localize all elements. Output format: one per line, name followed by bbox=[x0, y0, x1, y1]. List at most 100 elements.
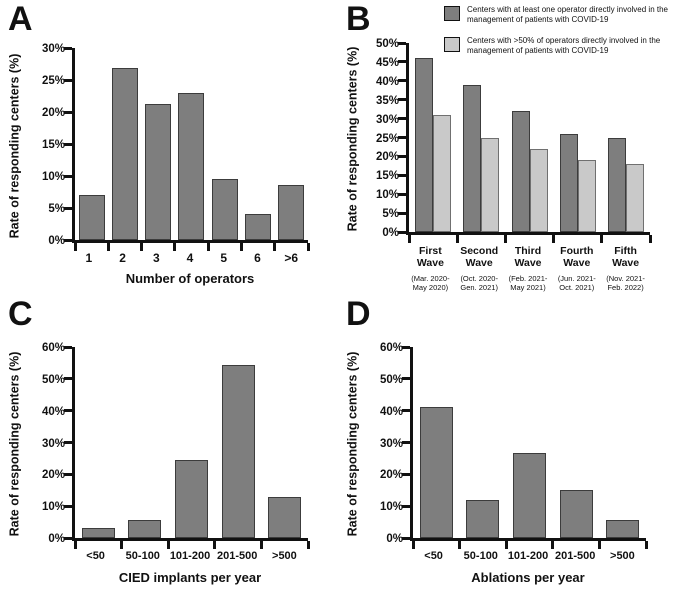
y-tick bbox=[64, 206, 72, 210]
y-tick bbox=[64, 142, 72, 146]
x-axis-title-d: Ablations per year bbox=[471, 570, 585, 585]
y-tick-label: 20% bbox=[379, 469, 403, 482]
x-category-label: First Wave bbox=[416, 245, 444, 269]
bar-slot bbox=[215, 347, 262, 538]
y-tick bbox=[64, 441, 72, 444]
bar-light bbox=[481, 137, 500, 232]
x-tick bbox=[648, 235, 652, 243]
panel-letter-d: D bbox=[346, 295, 371, 333]
legend-label: Centers with >50% of operators directly … bbox=[467, 35, 661, 56]
y-tick-label: 30% bbox=[41, 43, 65, 55]
y-tick bbox=[64, 472, 72, 476]
x-category-label: 6 bbox=[254, 251, 261, 265]
x-category-labels-a: 1 2 3 4 5 6 >6 bbox=[72, 251, 308, 265]
bar-dark bbox=[211, 179, 238, 240]
bar-slot bbox=[457, 43, 505, 232]
y-tick bbox=[398, 136, 406, 139]
x-category: First Wave (Mar. 2020- May 2020) bbox=[406, 245, 455, 293]
y-tick bbox=[398, 41, 406, 45]
y-tick-label: 15% bbox=[41, 139, 65, 151]
plot-area-c: 0% 10% 20% 30% 40% 50% 60% bbox=[42, 342, 310, 549]
bar-dark bbox=[607, 137, 626, 232]
bar-slot bbox=[275, 48, 308, 240]
y-tick bbox=[64, 409, 72, 413]
y-tick bbox=[398, 173, 406, 177]
y-tick bbox=[398, 154, 406, 158]
x-category: 3 bbox=[139, 251, 173, 265]
x-category-label: Fourth Wave bbox=[560, 245, 594, 269]
y-tick-label: 0% bbox=[48, 533, 65, 545]
x-category: Fourth Wave (Jun. 2021- Oct. 2021) bbox=[552, 245, 601, 293]
y-tick bbox=[402, 345, 410, 349]
y-tick-label: 50% bbox=[375, 38, 399, 50]
x-category-label: 4 bbox=[186, 251, 194, 265]
plot-area-b: 0% 5% 10% 15% 20% 25% 30% 35% 40% 45% 50% bbox=[376, 38, 652, 243]
x-tick bbox=[166, 541, 170, 549]
bars-row bbox=[409, 43, 650, 232]
bar-slot bbox=[505, 43, 553, 232]
x-category: 4 bbox=[173, 251, 207, 265]
x-category: Second Wave (Oct. 2020- Gen. 2021) bbox=[455, 245, 504, 293]
y-tick bbox=[402, 409, 410, 413]
legend-entry: Centers with >50% of operators directly … bbox=[444, 36, 672, 57]
x-category: 2 bbox=[106, 251, 140, 265]
y-tick-label: 30% bbox=[375, 113, 399, 126]
x-category-label: 1 bbox=[85, 251, 93, 265]
bar-slot bbox=[409, 43, 457, 232]
y-tick bbox=[398, 211, 406, 215]
bar-dark bbox=[145, 103, 172, 240]
x-tick bbox=[597, 541, 601, 549]
plot-area-a: 0% 5% 10% 15% 20% 25% 30% bbox=[42, 43, 310, 251]
bar-dark bbox=[221, 365, 255, 538]
bar-slot bbox=[413, 347, 460, 538]
bar-dark bbox=[512, 452, 546, 538]
x-category-label: 50-100 bbox=[463, 550, 498, 562]
x-tick bbox=[552, 235, 556, 243]
bar-dark bbox=[178, 93, 205, 240]
x-tick bbox=[213, 541, 217, 549]
x-category-label: <50 bbox=[86, 550, 105, 562]
y-tick-label: 60% bbox=[41, 342, 65, 354]
bars-row bbox=[413, 347, 646, 538]
bar-slot bbox=[108, 48, 141, 240]
x-tick bbox=[73, 541, 77, 549]
y-tick bbox=[402, 536, 410, 540]
y-tick-label: 0% bbox=[386, 533, 403, 545]
x-category: >6 bbox=[274, 251, 308, 265]
legend-swatch-dark bbox=[444, 6, 460, 21]
bar-slot bbox=[602, 43, 650, 232]
y-tick bbox=[64, 504, 72, 508]
y-tick-label: 35% bbox=[375, 94, 399, 107]
legend-label: Centers with at least one operator direc… bbox=[467, 5, 668, 25]
y-tick-label: 25% bbox=[375, 132, 399, 145]
x-tick bbox=[206, 243, 210, 251]
x-tick bbox=[504, 541, 508, 549]
x-category-label: 5 bbox=[220, 251, 228, 265]
x-category-label: >500 bbox=[610, 550, 635, 562]
x-tick bbox=[600, 235, 604, 243]
x-tick bbox=[503, 235, 507, 243]
x-tick bbox=[407, 235, 411, 243]
x-category: >500 bbox=[261, 550, 308, 562]
y-tick-label: 50% bbox=[379, 373, 403, 386]
bar-dark bbox=[128, 520, 162, 538]
y-tick-label: 10% bbox=[41, 501, 65, 514]
x-tick bbox=[140, 243, 144, 251]
y-tick bbox=[64, 174, 72, 178]
y-tick-label: 20% bbox=[41, 469, 65, 482]
x-category-label: 201-500 bbox=[555, 550, 596, 562]
y-tick-label: 30% bbox=[379, 437, 403, 450]
bar-dark bbox=[606, 520, 640, 538]
bar-dark bbox=[81, 527, 115, 538]
x-category-label: 50-100 bbox=[125, 550, 160, 562]
y-tick-label: 40% bbox=[41, 405, 65, 418]
y-tick bbox=[398, 192, 406, 196]
bar-slot bbox=[241, 48, 274, 240]
y-tick-label: 40% bbox=[375, 75, 399, 88]
x-category-labels-c: <50 50-100 101-200 201-500 >500 bbox=[72, 550, 308, 562]
panel-b: B Centers with at least one operator dir… bbox=[338, 0, 676, 295]
x-tick bbox=[173, 243, 177, 251]
y-tick-label: 10% bbox=[379, 501, 403, 514]
x-category: 6 bbox=[241, 251, 275, 265]
